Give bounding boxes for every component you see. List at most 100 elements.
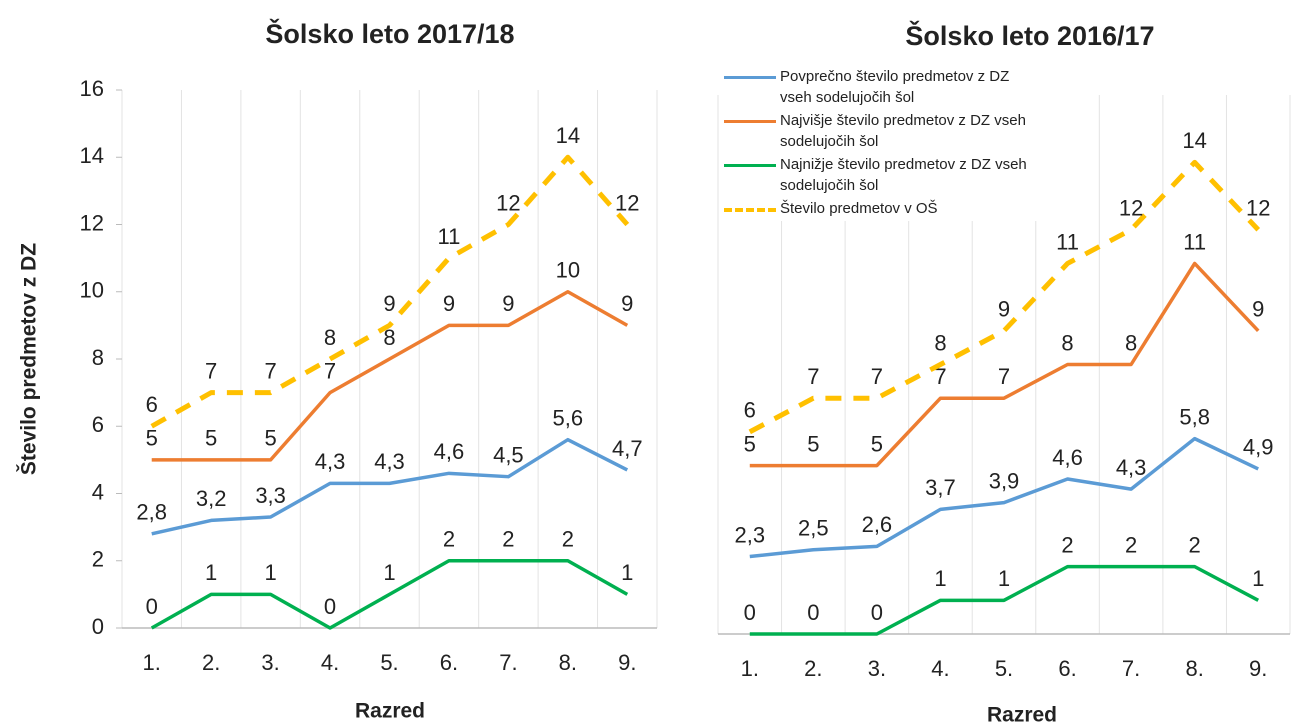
legend-item: Najvišje število predmetov z DZ vseh sod… xyxy=(724,110,1054,152)
y-tick-label: 14 xyxy=(80,143,104,168)
x-axis-label: Razred xyxy=(355,700,425,723)
series-line xyxy=(749,261,1260,468)
x-tick-label: 6. xyxy=(1058,656,1076,681)
x-tick-label: 8. xyxy=(559,650,577,675)
series-line xyxy=(151,437,629,536)
data-label: 2,5 xyxy=(798,516,829,541)
data-label: 3,2 xyxy=(196,486,227,511)
legend-swatch xyxy=(724,208,776,212)
data-label: 14 xyxy=(1182,128,1206,153)
data-label: 8 xyxy=(324,325,336,350)
data-label: 2 xyxy=(562,527,574,552)
data-label: 12 xyxy=(615,190,639,215)
data-label: 3,9 xyxy=(989,468,1020,493)
data-label: 9 xyxy=(383,291,395,316)
x-tick-label: 1. xyxy=(143,650,161,675)
data-label: 4,9 xyxy=(1243,435,1274,460)
data-label: 7 xyxy=(998,364,1010,389)
data-label: 0 xyxy=(146,594,158,619)
data-label: 3,7 xyxy=(925,475,956,500)
series-line xyxy=(151,290,629,462)
data-label: 5 xyxy=(744,431,756,456)
data-label: 8 xyxy=(934,330,946,355)
legend-label: Najvišje število predmetov z DZ vseh sod… xyxy=(780,112,1026,150)
y-axis-label: Število predmetov z DZ xyxy=(17,243,41,475)
data-label: 5 xyxy=(871,431,883,456)
data-label: 4,6 xyxy=(434,439,465,464)
legend-item: Najnižje število predmetov z DZ vseh sod… xyxy=(724,154,1054,196)
x-axis-label: Razred xyxy=(987,704,1057,726)
data-label: 2,6 xyxy=(862,512,893,537)
chart-title: Šolsko leto 2017/18 xyxy=(265,18,514,49)
x-tick-label: 2. xyxy=(202,650,220,675)
legend-label: Najnižje število predmetov z DZ vseh sod… xyxy=(780,156,1027,194)
data-label: 11 xyxy=(1183,229,1206,254)
series-line xyxy=(150,154,630,429)
legend-swatch xyxy=(724,120,776,123)
data-label: 2 xyxy=(443,527,455,552)
data-label: 12 xyxy=(496,190,520,215)
x-tick-label: 7. xyxy=(1122,656,1140,681)
x-tick-label: 2. xyxy=(804,656,822,681)
x-tick-label: 8. xyxy=(1185,656,1203,681)
x-tick-label: 7. xyxy=(499,650,517,675)
data-label: 6 xyxy=(146,392,158,417)
data-label: 3,3 xyxy=(255,483,286,508)
x-tick-label: 9. xyxy=(1249,656,1267,681)
data-label: 9 xyxy=(1252,297,1264,322)
legend-item: Število predmetov v OŠ xyxy=(724,198,1054,219)
data-label: 0 xyxy=(871,600,883,625)
data-label: 9 xyxy=(998,297,1010,322)
x-tick-label: 9. xyxy=(618,650,636,675)
legend-swatch xyxy=(724,164,776,167)
x-tick-label: 3. xyxy=(261,650,279,675)
data-label: 4,3 xyxy=(374,449,405,474)
data-label: 1 xyxy=(934,566,946,591)
data-label: 9 xyxy=(502,291,514,316)
data-label: 8 xyxy=(383,325,395,350)
data-label: 1 xyxy=(383,560,395,585)
x-tick-label: 5. xyxy=(995,656,1013,681)
legend: Povprečno število predmetov z DZ vseh so… xyxy=(724,66,1054,221)
x-tick-label: 4. xyxy=(931,656,949,681)
data-label: 4,5 xyxy=(493,443,524,468)
y-tick-label: 2 xyxy=(92,547,104,572)
chart-title: Šolsko leto 2016/17 xyxy=(905,20,1154,51)
data-label: 5 xyxy=(146,426,158,451)
data-label: 7 xyxy=(264,358,276,383)
y-tick-label: 12 xyxy=(80,210,104,235)
x-tick-label: 1. xyxy=(741,656,759,681)
series-line xyxy=(749,436,1259,559)
data-label: 10 xyxy=(556,258,580,283)
data-label: 9 xyxy=(443,291,455,316)
data-label: 6 xyxy=(744,398,756,423)
x-tick-label: 3. xyxy=(868,656,886,681)
data-label: 2 xyxy=(1125,532,1137,557)
data-label: 0 xyxy=(324,594,336,619)
legend-item: Povprečno število predmetov z DZ vseh so… xyxy=(724,66,1054,108)
data-label: 7 xyxy=(934,364,946,389)
y-tick-label: 6 xyxy=(92,412,104,437)
data-label: 9 xyxy=(621,291,633,316)
data-label: 7 xyxy=(871,364,883,389)
data-label: 1 xyxy=(621,560,633,585)
series-line xyxy=(150,559,629,630)
legend-swatch xyxy=(724,76,776,79)
x-tick-label: 6. xyxy=(440,650,458,675)
data-label: 5,8 xyxy=(1179,404,1210,429)
data-label: 1 xyxy=(264,560,276,585)
data-label: 1 xyxy=(1252,566,1264,591)
data-label: 0 xyxy=(744,600,756,625)
data-label: 2 xyxy=(1061,532,1073,557)
data-label: 4,3 xyxy=(1116,455,1147,480)
data-label: 7 xyxy=(807,364,819,389)
y-tick-label: 0 xyxy=(92,614,104,639)
y-tick-label: 8 xyxy=(92,345,104,370)
data-label: 5 xyxy=(264,426,276,451)
data-label: 5 xyxy=(205,426,217,451)
series-line xyxy=(748,159,1261,435)
x-tick-label: 5. xyxy=(380,650,398,675)
data-label: 11 xyxy=(438,224,461,249)
